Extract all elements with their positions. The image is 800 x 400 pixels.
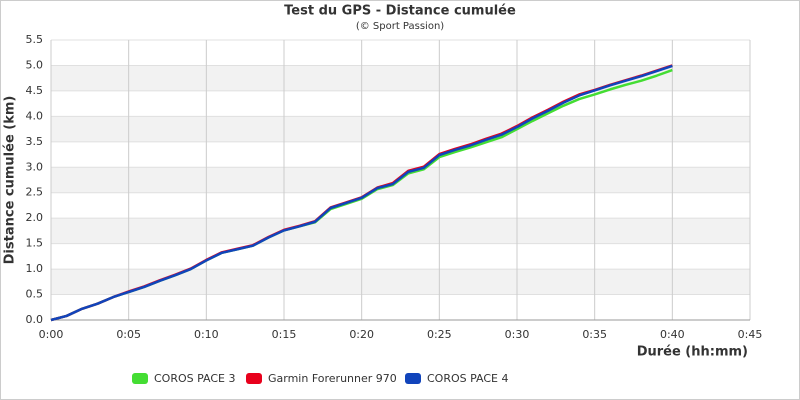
x-axis-label: Durée (hh:mm)	[637, 345, 748, 360]
y-tick-label: 5.5	[26, 33, 44, 46]
grid-band	[51, 116, 750, 142]
x-tick-label: 0:40	[660, 328, 685, 341]
y-axis-label: Distance cumulée (km)	[3, 96, 18, 265]
y-tick-label: 4.5	[26, 84, 44, 97]
x-tick-label: 0:25	[427, 328, 452, 341]
legend-swatch	[246, 373, 262, 384]
x-tick-label: 0:45	[738, 328, 763, 341]
grid-band	[51, 269, 750, 295]
chart-title: Test du GPS - Distance cumulée	[284, 4, 516, 19]
y-tick-label: 1.5	[26, 237, 44, 250]
grid-band	[51, 218, 750, 244]
y-tick-label: 0.5	[26, 288, 44, 301]
y-tick-label: 2.0	[26, 211, 44, 224]
y-tick-label: 5.0	[26, 58, 44, 71]
y-tick-label: 2.5	[26, 186, 44, 199]
legend-label: COROS PACE 4	[427, 372, 509, 385]
series-line	[50, 64, 673, 322]
y-tick-label: 4.0	[26, 109, 44, 122]
x-tick-label: 0:20	[349, 328, 374, 341]
y-tick-label: 1.0	[26, 262, 44, 275]
legend-swatch	[132, 373, 148, 384]
x-tick-label: 0:00	[39, 328, 64, 341]
x-tick-label: 0:35	[582, 328, 607, 341]
legend-label: COROS PACE 3	[154, 372, 236, 385]
x-tick-label: 0:05	[116, 328, 141, 341]
y-tick-label: 3.5	[26, 135, 44, 148]
chart-subtitle: (© Sport Passion)	[356, 21, 444, 32]
legend-swatch	[405, 373, 421, 384]
legend-label: Garmin Forerunner 970	[268, 372, 397, 385]
x-tick-label: 0:10	[194, 328, 219, 341]
x-tick-label: 0:30	[505, 328, 530, 341]
y-tick-label: 3.0	[26, 160, 44, 173]
x-tick-label: 0:15	[272, 328, 297, 341]
y-tick-label: 0.0	[26, 313, 44, 326]
